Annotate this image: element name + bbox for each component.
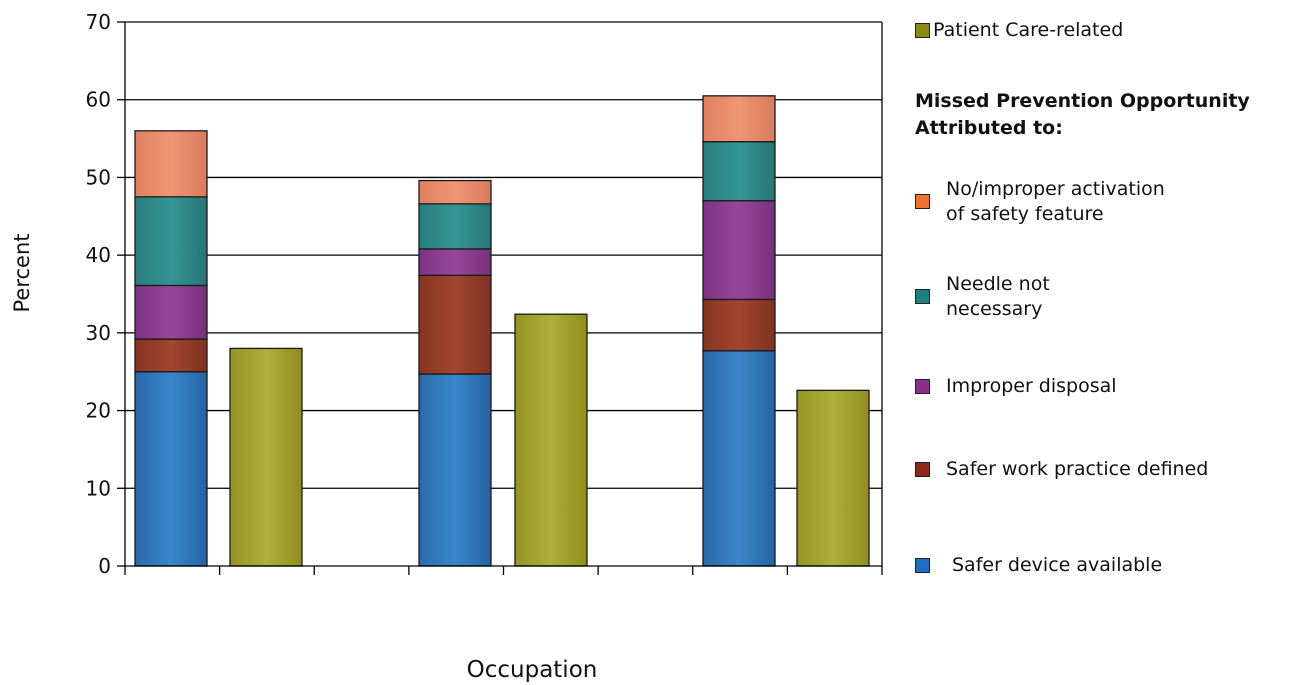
bar-safer-device-2 <box>418 373 492 567</box>
legend-label-safer-device: Safer device available <box>952 554 1163 576</box>
y-tick-label-70: 70 <box>86 10 111 34</box>
legend-swatch-patient-care <box>915 23 930 38</box>
y-axis-title: Percent <box>10 233 34 312</box>
y-tick-label-10: 10 <box>86 476 111 500</box>
bar-safer-device-3 <box>702 350 776 567</box>
bar-patient-care-3 <box>796 389 870 567</box>
legend-item-activation: No/improper activation of safety feature <box>915 177 1165 227</box>
bar-patient-care-2 <box>514 313 588 567</box>
legend-label-patient-care: Patient Care-related <box>933 19 1124 41</box>
legend-item-needle: Needle not necessary <box>915 272 1050 322</box>
bar-activation-2 <box>418 179 492 205</box>
y-tick-label-40: 40 <box>86 243 111 267</box>
bar-activation-3 <box>702 95 776 143</box>
legend-swatch-safer-device <box>915 558 930 573</box>
legend-label-disposal: Improper disposal <box>946 375 1117 397</box>
legend-item-work-practice: Safer work practice defined <box>915 457 1208 482</box>
bar-needle-2 <box>418 203 492 250</box>
bar-disposal-1 <box>134 284 208 340</box>
bar-work-practice-2 <box>418 274 492 375</box>
legend-item-disposal: Improper disposal <box>915 374 1117 399</box>
bar-activation-1 <box>134 130 208 198</box>
legend-swatch-needle <box>915 289 930 304</box>
y-tick-label-60: 60 <box>86 88 111 112</box>
legend-swatch-work-practice <box>915 462 930 477</box>
legend-label-needle: Needle not necessary <box>946 273 1050 320</box>
bar-safer-device-1 <box>134 371 208 567</box>
legend-swatch-disposal <box>915 379 930 394</box>
bar-work-practice-3 <box>702 298 776 352</box>
bar-disposal-2 <box>418 248 492 276</box>
legend-label-work-practice: Safer work practice defined <box>946 458 1209 480</box>
y-tick-label-50: 50 <box>86 165 111 189</box>
bar-disposal-3 <box>702 200 776 301</box>
x-axis-title: Occupation <box>467 657 598 683</box>
legend-item-patient-care: Patient Care-related <box>915 18 1123 43</box>
bar-needle-1 <box>134 196 208 287</box>
legend-swatch-activation <box>915 194 930 209</box>
legend-item-safer-device: Safer device available <box>915 553 1162 578</box>
y-tick-label-0: 0 <box>98 554 111 578</box>
y-tick-label-30: 30 <box>86 321 111 345</box>
bar-needle-3 <box>702 141 776 202</box>
y-tick-label-20: 20 <box>86 399 111 423</box>
bar-work-practice-1 <box>134 338 208 373</box>
legend: Patient Care-related Missed Prevention O… <box>915 0 1307 600</box>
legend-label-activation: No/improper activation of safety feature <box>946 178 1165 225</box>
bar-patient-care-1 <box>229 347 303 567</box>
legend-heading: Missed Prevention Opportunity Attributed… <box>915 90 1250 139</box>
